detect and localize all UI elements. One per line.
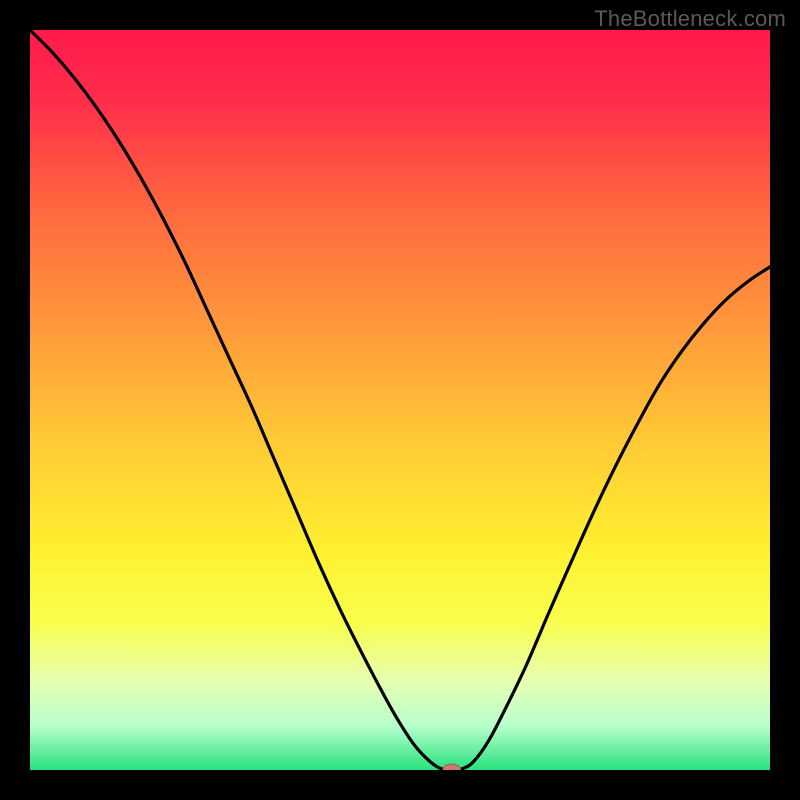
watermark-text: TheBottleneck.com [594,6,786,32]
plot-area [30,30,770,770]
gradient-background [30,30,770,770]
chart-svg [30,30,770,770]
chart-container: TheBottleneck.com [0,0,800,800]
